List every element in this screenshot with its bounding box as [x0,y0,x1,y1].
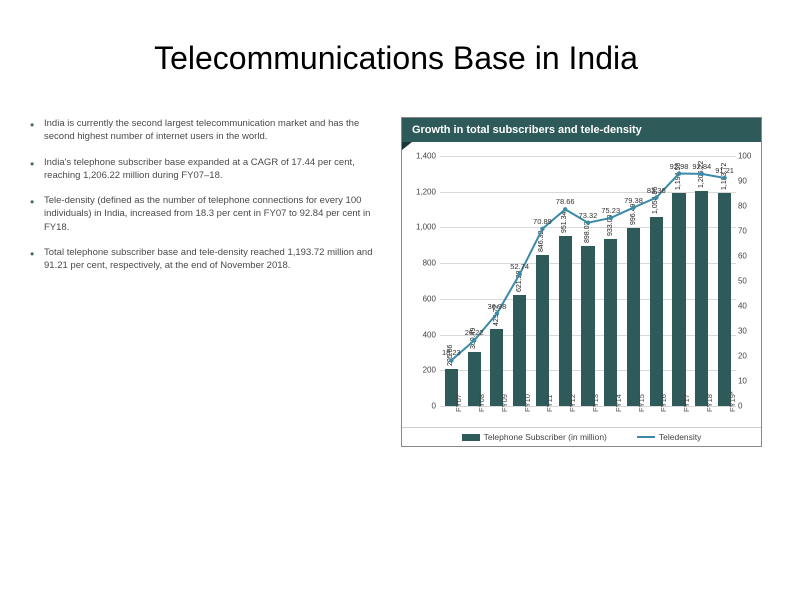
line-value-label: 36.98 [488,302,507,311]
y-left-tick: 1,400 [408,152,436,161]
y-left-tick: 200 [408,366,436,375]
y-left-tick: 800 [408,259,436,268]
legend-bar-label: Telephone Subscriber (in million) [484,432,607,442]
chart-plot-area: 02004006008001,0001,2001,400010203040506… [440,156,736,406]
y-left-tick: 400 [408,330,436,339]
y-right-tick: 50 [738,277,760,286]
line-value-label: 26.22 [465,328,484,337]
y-right-tick: 20 [738,352,760,361]
chart-panel: Growth in total subscribers and tele-den… [401,117,762,447]
line-swatch-icon [637,436,655,438]
content-row: India is currently the second largest te… [0,97,792,447]
line-value-label: 91.21 [715,166,734,175]
y-right-tick: 30 [738,327,760,336]
line-value-label: 83.36 [647,186,666,195]
line-value-label: 52.74 [510,262,529,271]
line-value-label: 70.89 [533,217,552,226]
legend-line-label: Teledensity [659,432,702,442]
y-right-tick: 100 [738,152,760,161]
line-value-label: 78.66 [556,197,575,206]
y-left-tick: 0 [408,402,436,411]
chart-title: Growth in total subscribers and tele-den… [402,118,761,142]
y-left-tick: 1,200 [408,187,436,196]
y-right-tick: 10 [738,377,760,386]
y-right-tick: 80 [738,202,760,211]
y-left-tick: 1,000 [408,223,436,232]
line-value-label: 18.23 [442,348,461,357]
line-value-label: 75.23 [601,206,620,215]
line-series [440,156,736,406]
line-value-label: 92.84 [692,162,711,171]
bullet-list: India is currently the second largest te… [30,117,391,447]
line-value-label: 73.32 [579,211,598,220]
bullet-item: India is currently the second largest te… [30,117,391,144]
line-value-label: 79.38 [624,196,643,205]
bullet-item: Tele-density (defined as the number of t… [30,194,391,234]
legend-item-bars: Telephone Subscriber (in million) [462,432,607,442]
line-value-label: 92.98 [670,162,689,171]
y-right-tick: 70 [738,227,760,236]
legend-item-line: Teledensity [637,432,702,442]
bullet-item: India's telephone subscriber base expand… [30,156,391,183]
y-right-tick: 40 [738,302,760,311]
y-right-tick: 0 [738,402,760,411]
y-right-tick: 60 [738,252,760,261]
y-right-tick: 90 [738,177,760,186]
page-title: Telecommunications Base in India [0,0,792,97]
bullet-item: Total telephone subscriber base and tele… [30,246,391,273]
bar-swatch-icon [462,434,480,441]
y-left-tick: 600 [408,294,436,303]
chart-legend: Telephone Subscriber (in million) Telede… [402,427,761,442]
